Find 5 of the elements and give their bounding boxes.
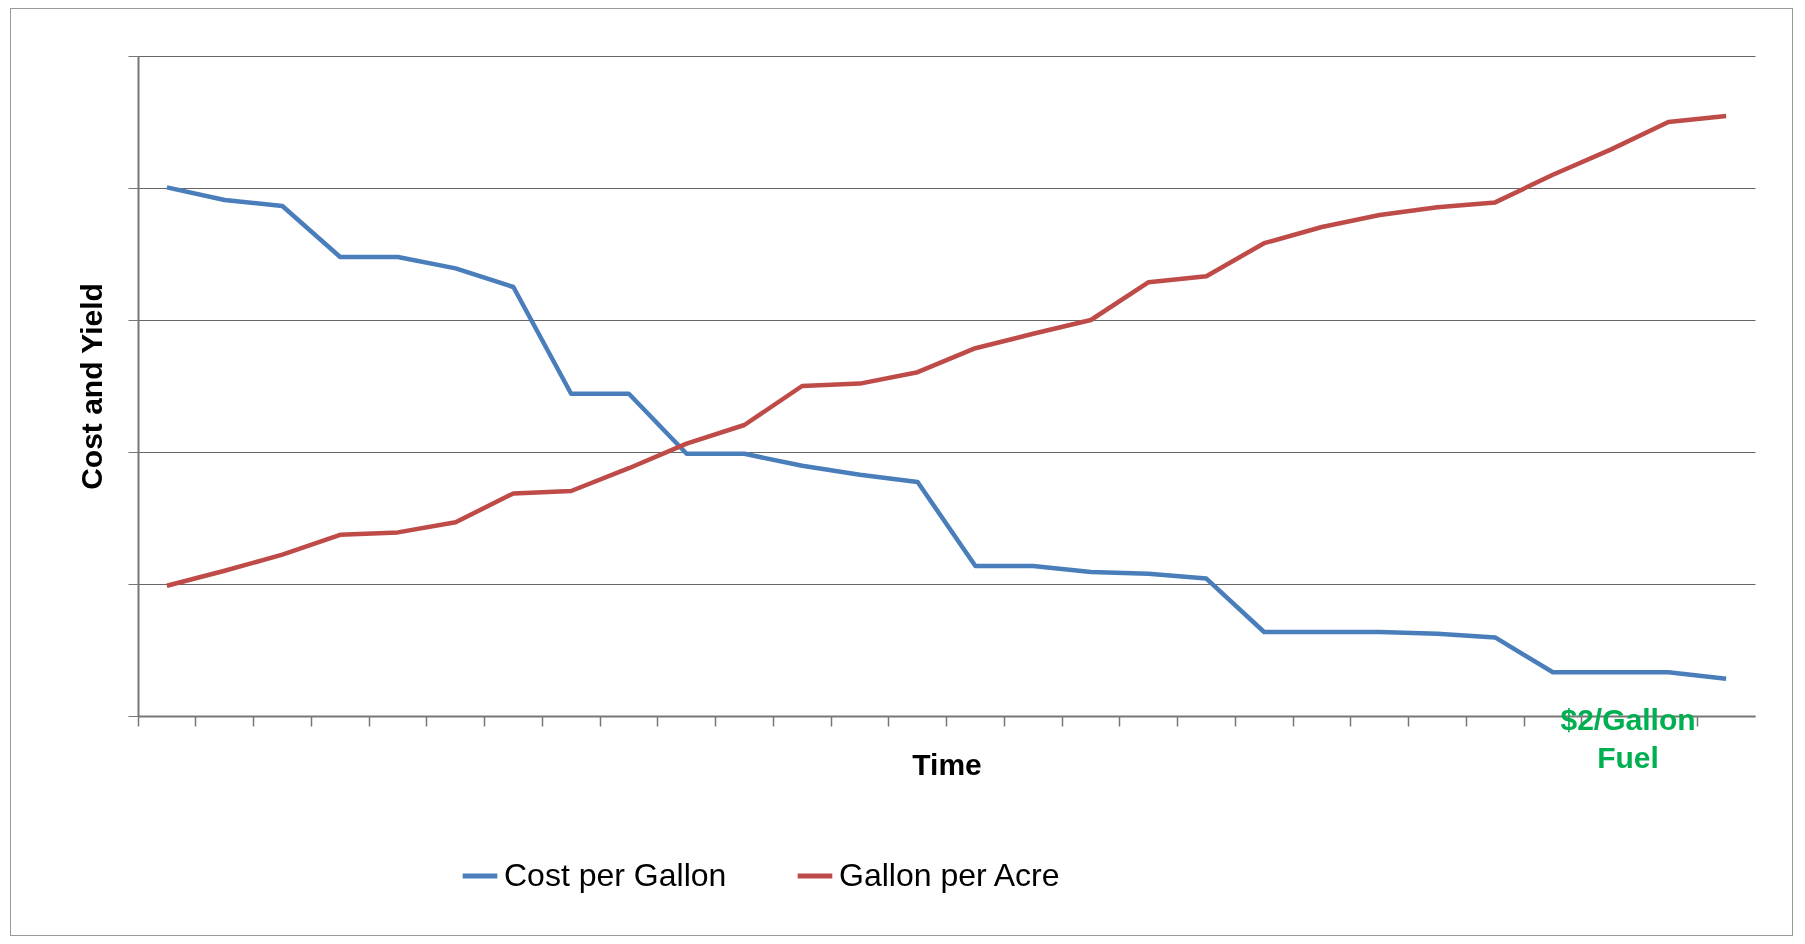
y-axis-title: Cost and Yield <box>75 283 108 490</box>
legend-label: Gallon per Acre <box>839 857 1060 893</box>
legend-label: Cost per Gallon <box>504 857 727 893</box>
x-axis-title: Time <box>912 747 982 781</box>
annotation: $2/Gallon Fuel <box>1560 703 1696 774</box>
